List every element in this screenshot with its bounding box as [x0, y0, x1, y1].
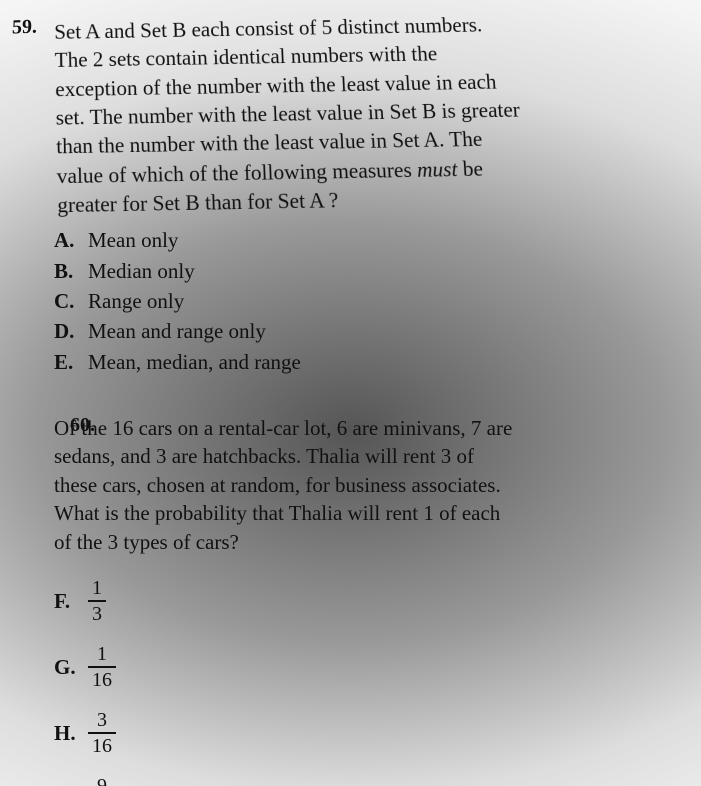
- q59-must: must: [416, 156, 458, 181]
- option-C-text: Range only: [88, 287, 184, 315]
- q60-line-3: these cars, chosen at random, for busine…: [54, 473, 501, 497]
- option-A-letter: A.: [54, 226, 88, 254]
- option-J-fraction: 9 40: [88, 776, 116, 786]
- q59-line-1: Set A and Set B each consist of 5 distin…: [54, 13, 483, 44]
- q59-line-5: than the number with the least value in …: [56, 127, 483, 159]
- option-D: D.Mean and range only: [54, 317, 661, 345]
- option-D-text: Mean and range only: [88, 317, 266, 345]
- q59-line-7: greater for Set B than for Set A ?: [57, 188, 339, 218]
- question-59-number: 59.: [12, 16, 37, 40]
- q60-line-2: sedans, and 3 are hatchbacks. Thalia wil…: [54, 444, 474, 468]
- option-C-letter: C.: [54, 287, 88, 315]
- option-G-den: 16: [88, 666, 116, 690]
- option-F-letter: F.: [54, 587, 88, 615]
- q59-line-6b: be: [457, 156, 484, 181]
- option-F: F. 1 3: [54, 578, 661, 624]
- question-60-number: 60.: [70, 414, 95, 437]
- option-H-letter: H.: [54, 719, 88, 747]
- option-H-fraction: 3 16: [88, 710, 116, 756]
- q59-line-2: The 2 sets contain identical numbers wit…: [55, 42, 438, 73]
- option-H-den: 16: [88, 732, 116, 756]
- option-G: G. 1 16: [54, 644, 661, 690]
- option-H-num: 3: [93, 710, 111, 732]
- option-B-text: Median only: [88, 257, 195, 285]
- option-G-letter: G.: [54, 653, 88, 681]
- question-60-body: Of the 16 cars on a rental-car lot, 6 ar…: [54, 414, 661, 556]
- question-60-options: F. 1 3 G. 1 16 H. 3 16 J. 9 40: [54, 578, 661, 786]
- option-F-fraction: 1 3: [88, 578, 106, 624]
- option-D-letter: D.: [54, 317, 88, 345]
- q59-line-6a: value of which of the following measures: [57, 157, 418, 188]
- option-H: H. 3 16: [54, 710, 661, 756]
- q59-line-3: exception of the number with the least v…: [55, 69, 497, 101]
- option-G-num: 1: [93, 644, 111, 666]
- question-60: 60. Of the 16 cars on a rental-car lot, …: [50, 414, 661, 786]
- option-C: C.Range only: [54, 287, 661, 315]
- option-B: B.Median only: [54, 257, 661, 285]
- option-J: J. 9 40: [54, 776, 661, 786]
- option-F-num: 1: [88, 578, 106, 600]
- q59-line-4: set. The number with the least value in …: [56, 97, 521, 130]
- q60-line-5: of the 3 types of cars?: [54, 530, 239, 554]
- option-B-letter: B.: [54, 257, 88, 285]
- q60-line-1: Of the 16 cars on a rental-car lot, 6 ar…: [54, 416, 512, 440]
- option-E-letter: E.: [54, 348, 88, 376]
- option-G-fraction: 1 16: [88, 644, 116, 690]
- question-59: 59. Set A and Set B each consist of 5 di…: [50, 18, 661, 376]
- q60-line-4: What is the probability that Thalia will…: [54, 501, 500, 525]
- option-A: A.Mean only: [54, 226, 661, 254]
- question-59-options: A.Mean only B.Median only C.Range only D…: [54, 226, 661, 376]
- option-E-text: Mean, median, and range: [88, 348, 301, 376]
- option-E: E.Mean, median, and range: [54, 348, 661, 376]
- question-59-body: Set A and Set B each consist of 5 distin…: [54, 7, 678, 219]
- option-A-text: Mean only: [88, 226, 178, 254]
- option-J-num: 9: [93, 776, 111, 786]
- option-F-den: 3: [88, 600, 106, 624]
